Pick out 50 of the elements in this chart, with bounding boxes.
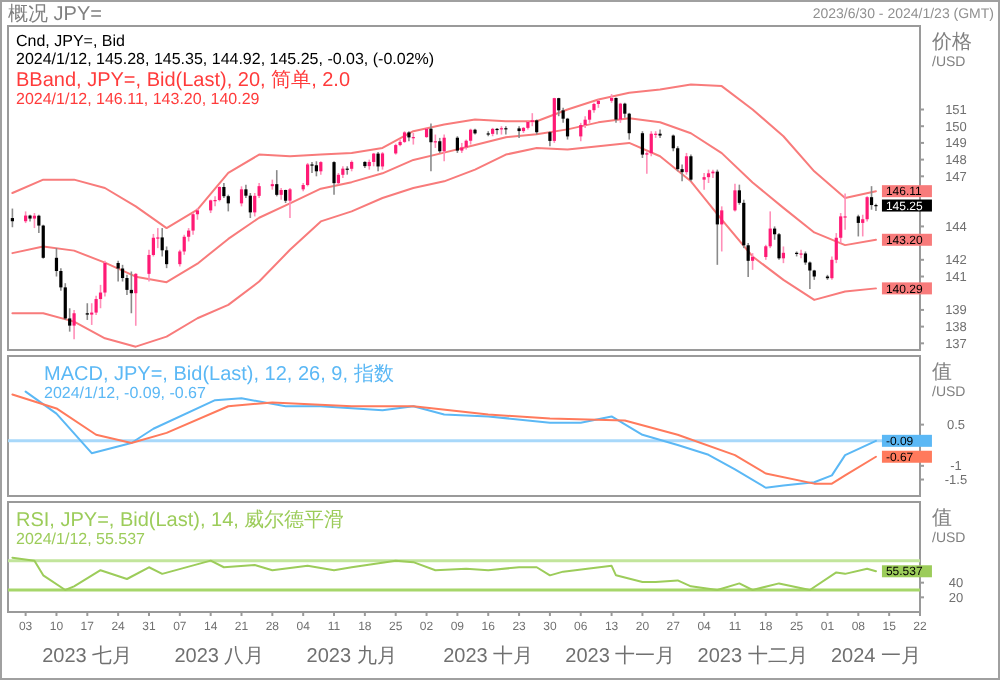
candlestick: [429, 122, 433, 173]
candlestick: [869, 185, 874, 211]
candlestick: [720, 205, 724, 253]
candlestick: [733, 183, 737, 213]
text: 2024/1/12, -0.09, -0.67: [44, 384, 207, 402]
annotation: 2024/1/12, 146.11, 143.20, 140.29: [16, 90, 261, 108]
chart-title: RSI, JPY=, Bid(Last), 14, 威尔德平滑: [16, 508, 345, 532]
candlestick: [191, 212, 195, 236]
candlestick: [41, 223, 45, 260]
candlestick: [689, 153, 693, 183]
candlestick: [517, 125, 521, 139]
candlestick: [777, 232, 781, 261]
candlestick: [239, 185, 244, 208]
candlestick: [702, 172, 706, 191]
candlestick: [552, 97, 556, 144]
candlestick: [376, 151, 380, 173]
candlestick: [856, 213, 860, 238]
candlestick: [530, 112, 534, 128]
x2-tick-label: 2023 八月: [174, 646, 265, 668]
line-series: [11, 556, 877, 591]
line-series: [11, 141, 877, 348]
candlestick: [305, 162, 310, 188]
candlestick: [614, 96, 618, 124]
chart-title: MACD, JPY=, Bid(Last), 12, 26, 9, 指数: [44, 362, 394, 386]
candlestick: [134, 272, 138, 327]
candlestick: [442, 133, 446, 163]
candlestick: [640, 130, 645, 159]
candlestick: [275, 169, 279, 198]
candlestick: [10, 207, 15, 229]
x2-tick-label: 2024 一月: [830, 646, 921, 668]
text: 2024/1/12, 145.28, 145.35, 144.92, 145.25, -0.03, (-0.02%): [16, 50, 435, 68]
candlestick: [618, 102, 623, 124]
x2-tick-label: 2023 十月: [443, 644, 534, 668]
candlestick: [684, 152, 689, 176]
x2-tick-label: 2023 九月: [306, 644, 397, 668]
candlestick: [332, 160, 336, 196]
x2-tick-label: 2023 十二月: [697, 644, 808, 668]
candlestick: [72, 309, 76, 341]
candlestick: [90, 302, 94, 326]
candlestick: [248, 192, 252, 219]
text: 2024/1/12, 55.537: [16, 530, 147, 548]
candlestick: [579, 122, 583, 143]
chart-title: Cnd, JPY=, Bid: [16, 32, 125, 50]
candlestick: [156, 227, 160, 249]
candlestick: [310, 161, 314, 174]
annotation: BBand, JPY=, Bid(Last), 20, 简单, 2.0: [16, 68, 351, 92]
text: 概况 JPY=: [8, 2, 103, 26]
candlestick: [288, 187, 292, 219]
x2-tick-label: 2023 十一月: [565, 644, 676, 668]
x2-tick-label: 2023 七月: [42, 644, 133, 668]
